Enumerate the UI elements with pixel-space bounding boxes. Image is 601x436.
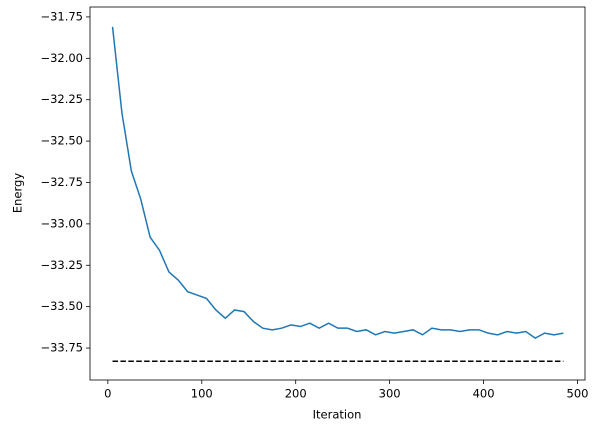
y-tick-label: −32.00 [40, 51, 83, 65]
y-tick-label: −33.50 [40, 299, 83, 313]
y-tick-label: −32.75 [40, 175, 83, 189]
y-tick-label: −32.50 [40, 134, 83, 148]
x-tick-label: 400 [473, 387, 495, 401]
plot-frame [89, 6, 586, 381]
y-tick-label: −33.25 [40, 258, 83, 272]
x-tick-label: 100 [191, 387, 213, 401]
y-axis-label: Energy [11, 173, 25, 213]
y-tick-label: −33.00 [40, 216, 83, 230]
x-tick-label: 500 [567, 387, 589, 401]
x-axis-label: Iteration [313, 408, 362, 422]
x-tick-label: 0 [104, 387, 111, 401]
x-tick-label: 300 [379, 387, 401, 401]
y-tick-label: −32.25 [40, 92, 83, 106]
series-line [111, 26, 564, 339]
y-tick-label: −31.75 [40, 9, 83, 23]
x-tick-label: 200 [285, 387, 307, 401]
y-tick-label: −33.75 [40, 341, 83, 355]
